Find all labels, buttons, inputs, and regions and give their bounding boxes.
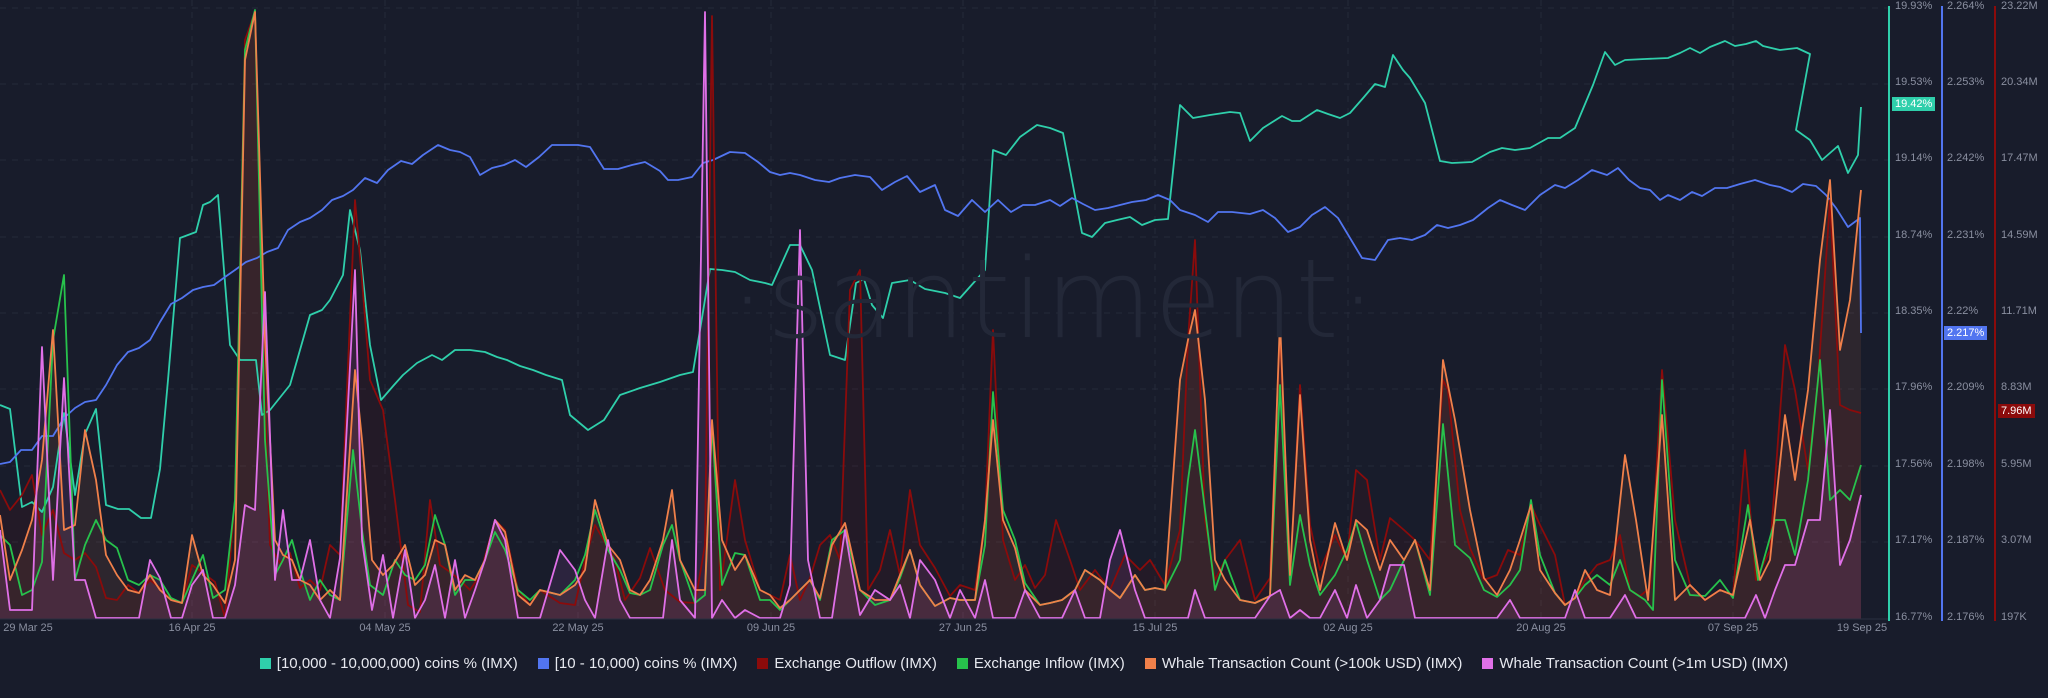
series-lines [0, 9, 1862, 619]
teal-axis-line [1888, 6, 1890, 621]
legend-swatch-orange [1144, 658, 1156, 669]
legend-label: Exchange Inflow (IMX) [973, 655, 1125, 672]
legend-swatch-pink [1482, 658, 1494, 669]
red-axis-tick-label: 3.07M [2001, 534, 2032, 546]
blue-axis-tick-label: 2.176% [1947, 611, 1985, 623]
legend-item-whale-100k[interactable]: Whale Transaction Count (>100k USD) (IMX… [1144, 655, 1463, 672]
blue-axis-tick-label: 2.209% [1947, 381, 1985, 393]
blue-axis-tick-label: 2.198% [1947, 458, 1985, 470]
legend-item-exchange-inflow[interactable]: Exchange Inflow (IMX) [956, 655, 1125, 672]
legend-label: [10,000 - 10,000,000) coins % (IMX) [276, 655, 518, 672]
red-axis-tick-label: 5.95M [2001, 458, 2032, 470]
teal-axis-current-value-badge: 19.42% [1892, 97, 1936, 111]
santiment-watermark: ·santiment· [730, 235, 1378, 363]
x-axis-label: 07 Sep 25 [1707, 622, 1759, 634]
legend-label: Whale Transaction Count (>1m USD) (IMX) [1499, 655, 1789, 672]
x-axis-label: 04 May 25 [359, 622, 411, 634]
x-axis-label: 09 Jun 25 [746, 622, 796, 634]
series-line[interactable] [0, 11, 1862, 609]
legend-swatch-teal [259, 658, 271, 669]
x-axis-label: 29 Mar 25 [3, 622, 53, 634]
red-axis-line [1994, 6, 1996, 621]
teal-axis-tick-label: 18.35% [1895, 305, 1933, 317]
legend-label: Whale Transaction Count (>100k USD) (IMX… [1161, 655, 1463, 672]
teal-axis-tick-label: 17.96% [1895, 381, 1933, 393]
blue-axis-tick-label: 2.242% [1947, 152, 1985, 164]
legend-swatch-blue [537, 658, 549, 669]
legend-item-10k-10m-coins[interactable]: [10,000 - 10,000,000) coins % (IMX) [259, 655, 518, 672]
red-axis-tick-label: 197K [2001, 611, 2027, 623]
red-axis-current-value-badge: 7.96M [1998, 404, 2035, 418]
teal-axis-tick-label: 19.53% [1895, 76, 1933, 88]
x-axis-label: 27 Jun 25 [938, 622, 988, 634]
red-axis-tick-label: 11.71M [2001, 305, 2037, 317]
blue-axis-tick-label: 2.253% [1947, 76, 1985, 88]
series-line[interactable] [0, 11, 1862, 619]
x-axis-label: 15 Jul 25 [1132, 622, 1178, 634]
x-axis-label: 22 May 25 [552, 622, 604, 634]
legend-label: [10 - 10,000) coins % (IMX) [554, 655, 738, 672]
x-axis-label: 19 Sep 25 [1836, 622, 1888, 634]
series-line[interactable] [0, 40, 1862, 519]
legend-item-10-10k-coins[interactable]: [10 - 10,000) coins % (IMX) [537, 655, 738, 672]
x-axis-label: 02 Aug 25 [1323, 622, 1373, 634]
legend-label: Exchange Outflow (IMX) [774, 655, 937, 672]
red-axis-tick-label: 20.34M [2001, 76, 2038, 88]
red-axis-tick-label: 17.47M [2001, 152, 2038, 164]
teal-axis-tick-label: 17.56% [1895, 458, 1933, 470]
legend-swatch-green [956, 658, 968, 669]
blue-axis-tick-label: 2.231% [1947, 229, 1985, 241]
blue-axis-current-value-badge: 2.217% [1944, 326, 1988, 340]
red-axis-tick-label: 8.83M [2001, 381, 2032, 393]
blue-axis-line [1941, 6, 1943, 621]
teal-axis-tick-label: 16.77% [1895, 611, 1933, 623]
teal-axis-tick-label: 19.93% [1895, 0, 1933, 12]
chart-legend: [10,000 - 10,000,000) coins % (IMX) [10 … [0, 655, 2048, 672]
x-axis-label: 16 Apr 25 [168, 622, 216, 634]
blue-axis-tick-label: 2.264% [1947, 0, 1985, 12]
x-axis-label: 20 Aug 25 [1516, 622, 1566, 634]
red-axis-tick-label: 23.22M [2001, 0, 2038, 12]
teal-axis-tick-label: 18.74% [1895, 229, 1933, 241]
teal-axis-tick-label: 19.14% [1895, 152, 1933, 164]
legend-item-whale-1m[interactable]: Whale Transaction Count (>1m USD) (IMX) [1482, 655, 1788, 672]
blue-axis-tick-label: 2.187% [1947, 534, 1985, 546]
blue-axis-tick-label: 2.22% [1947, 305, 1979, 317]
teal-axis-tick-label: 17.17% [1895, 534, 1933, 546]
legend-item-exchange-outflow[interactable]: Exchange Outflow (IMX) [757, 655, 937, 672]
legend-swatch-darkred [757, 658, 769, 669]
series-line[interactable] [0, 144, 1862, 465]
red-axis-tick-label: 14.59M [2001, 229, 2038, 241]
